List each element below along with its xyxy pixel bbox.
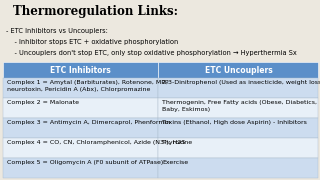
Text: - Inhibitor stops ETC + oxidative phosphorylation: - Inhibitor stops ETC + oxidative phosph… [6, 39, 179, 45]
FancyBboxPatch shape [158, 138, 318, 158]
Text: Toxins (Ethanol, High dose Aspirin) - Inhibitors: Toxins (Ethanol, High dose Aspirin) - In… [162, 120, 307, 125]
Text: Complex 4 = CO, CN, Chloramphenicol, Azide (N3-), H2S: Complex 4 = CO, CN, Chloramphenicol, Azi… [7, 140, 185, 145]
Text: Thermoregulation Links:: Thermoregulation Links: [13, 4, 178, 17]
Text: Complex 3 = Antimycin A, Dimercaprol, Phenformin: Complex 3 = Antimycin A, Dimercaprol, Ph… [7, 120, 170, 125]
Text: - Uncouplers don't stop ETC, only stop oxidative phosphorylation → Hyperthermia : - Uncouplers don't stop ETC, only stop o… [6, 50, 297, 55]
FancyBboxPatch shape [158, 98, 318, 118]
FancyBboxPatch shape [3, 78, 158, 98]
FancyBboxPatch shape [3, 62, 158, 78]
FancyBboxPatch shape [3, 138, 158, 158]
Text: - ETC Inhibitors vs Uncouplers:: - ETC Inhibitors vs Uncouplers: [6, 28, 108, 34]
Text: ETC Inhibitors: ETC Inhibitors [51, 66, 111, 75]
Text: Complex 5 = Oligomycin A (F0 subunit of ATPase): Complex 5 = Oligomycin A (F0 subunit of … [7, 160, 163, 165]
FancyBboxPatch shape [158, 118, 318, 138]
Text: Thermogenin, Free Fatty acids (Obese, Diabetics,
Baby, Eskimos): Thermogenin, Free Fatty acids (Obese, Di… [162, 100, 317, 112]
FancyBboxPatch shape [158, 62, 318, 78]
Text: ETC Uncouplers: ETC Uncouplers [204, 66, 272, 75]
FancyBboxPatch shape [3, 158, 158, 178]
Text: Thyroxine: Thyroxine [162, 140, 193, 145]
FancyBboxPatch shape [158, 158, 318, 178]
Text: Complex 1 = Amytal (Barbiturates), Rotenone, MPP
neurotoxin, Pericidin A (Abx), : Complex 1 = Amytal (Barbiturates), Roten… [7, 80, 169, 92]
Text: 2,3-Dinitrophenol (Used as insecticide, weight loss): 2,3-Dinitrophenol (Used as insecticide, … [162, 80, 320, 86]
FancyBboxPatch shape [158, 78, 318, 98]
FancyBboxPatch shape [3, 118, 158, 138]
FancyBboxPatch shape [3, 98, 158, 118]
Text: Complex 2 = Malonate: Complex 2 = Malonate [7, 100, 79, 105]
Text: Exercise: Exercise [162, 160, 188, 165]
